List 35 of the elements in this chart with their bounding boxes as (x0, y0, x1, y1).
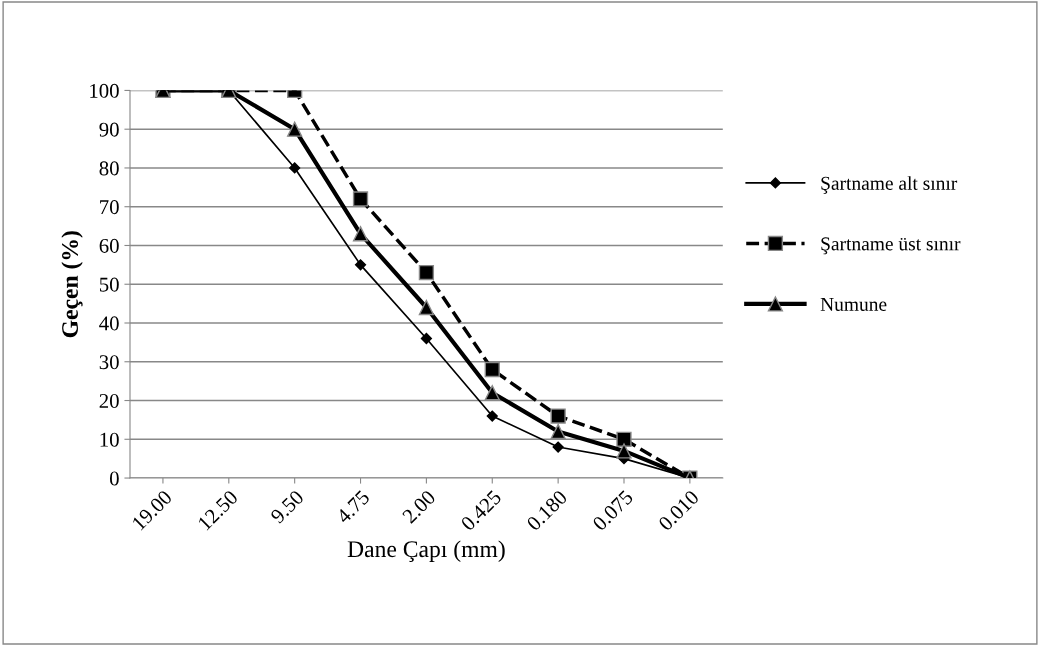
y-tick-label: 20 (99, 393, 119, 408)
y-tick-label: 40 (99, 316, 119, 331)
point (289, 162, 301, 174)
point (616, 431, 632, 447)
x-tick-label: 2.00 (401, 489, 437, 525)
y-tick-label: 60 (99, 238, 119, 253)
y-tick-label: 30 (99, 355, 119, 370)
legend-label: Şartname üst sınır (821, 237, 961, 255)
point (552, 441, 564, 453)
x-tick-label: 4.75 (335, 489, 371, 525)
point (352, 226, 369, 242)
y-tick-label: 0 (109, 471, 119, 486)
point (418, 264, 435, 281)
point (484, 361, 500, 378)
point (420, 332, 433, 345)
y-tick-label: 10 (100, 432, 119, 447)
point (354, 259, 367, 271)
legend-label: Şartname alt sınır (821, 176, 958, 194)
y-tick-label: 80 (99, 161, 119, 176)
y-tick-label: 50 (99, 277, 119, 292)
x-axis-title: Dane Çapı (mm) (347, 540, 505, 562)
point (484, 385, 500, 401)
y-tick-label: 90 (99, 122, 119, 137)
x-tick-label: 9.50 (269, 489, 305, 525)
point (352, 191, 369, 207)
point (418, 299, 435, 316)
y-axis-title: Geçen (%) (61, 231, 83, 338)
y-tick-label: 100 (90, 83, 119, 98)
point (486, 410, 498, 422)
point (287, 121, 303, 137)
point (550, 408, 566, 424)
point (616, 443, 632, 459)
legend-label: Numune (820, 298, 887, 311)
y-tick-label: 70 (100, 200, 119, 215)
point (550, 423, 566, 440)
